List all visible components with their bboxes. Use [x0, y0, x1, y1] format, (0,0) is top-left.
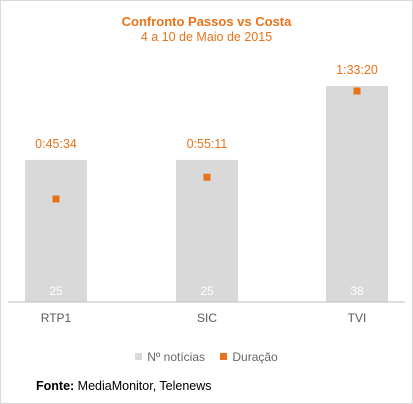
bar-value-label-sic: 25 — [200, 284, 214, 298]
legend-item-news: Nº notícias — [135, 350, 205, 364]
legend-swatch-news — [135, 353, 143, 360]
bar-tvi — [326, 86, 388, 302]
category-label-sic: SIC — [197, 311, 217, 325]
legend-item-duration: Duração — [220, 349, 278, 364]
bar-value-label-tvi: 38 — [350, 284, 364, 298]
duration-marker-sic — [203, 173, 211, 181]
duration-label-rtp1: 0:45:34 — [35, 137, 77, 151]
legend-label-news: Nº notícias — [147, 349, 206, 364]
duration-label-sic: 0:55:11 — [187, 137, 228, 151]
markers-layer: 0:45:34 0:55:11 1:33:20 — [35, 63, 378, 203]
category-label-tvi: TVI — [348, 311, 367, 325]
duration-label-tvi: 1:33:20 — [336, 63, 378, 77]
legend-swatch-duration — [220, 353, 228, 360]
chart-title: Confronto Passos vs Costa — [121, 14, 292, 29]
bar-sic — [176, 159, 238, 302]
source-text: MediaMonitor, Telenews — [77, 379, 212, 393]
bars-layer: 25 RTP1 25 SIC 38 TVI — [25, 86, 388, 325]
legend-label-duration: Duração — [232, 349, 278, 364]
chart-legend: Nº notícias Duração — [0, 349, 413, 364]
bar-value-label-rtp1: 25 — [49, 284, 63, 298]
chart-subtitle: 4 a 10 de Maio de 2015 — [140, 30, 273, 44]
duration-marker-tvi — [353, 87, 361, 95]
source-note: Fonte: MediaMonitor, Telenews — [36, 379, 212, 393]
bar-rtp1 — [25, 159, 87, 302]
source-label: Fonte: — [36, 379, 75, 393]
duration-marker-rtp1 — [52, 195, 60, 203]
category-label-rtp1: RTP1 — [41, 311, 72, 325]
